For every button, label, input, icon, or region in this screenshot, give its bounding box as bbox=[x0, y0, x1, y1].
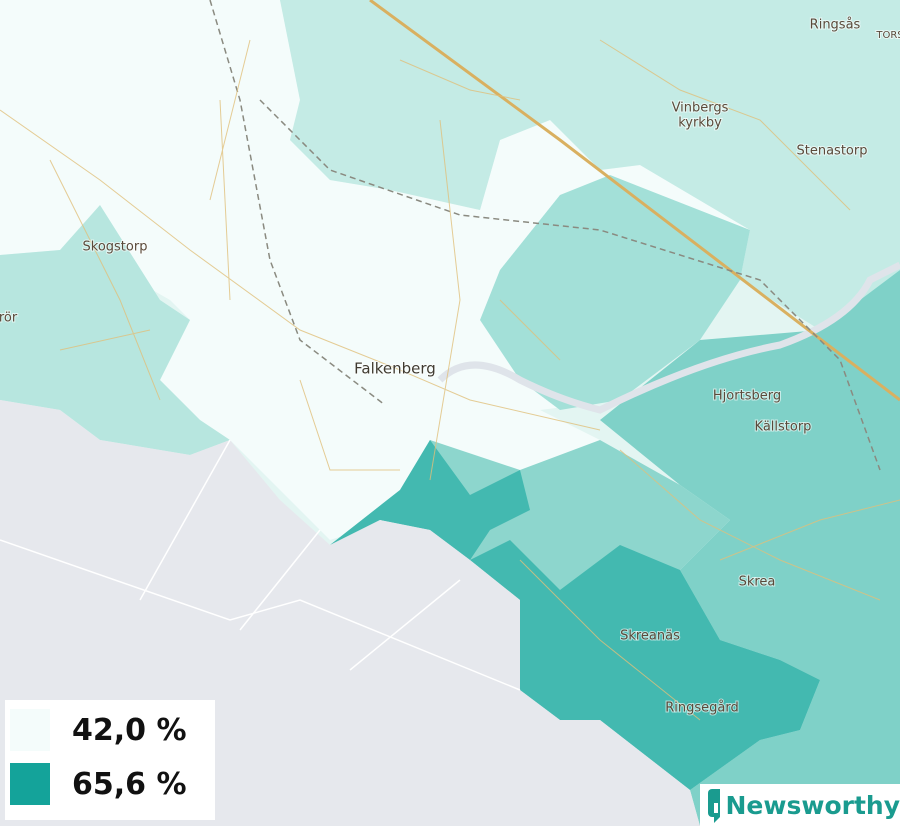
place-labels: Ringsås TORS Vinbergs kyrkby Stenastorp … bbox=[0, 17, 900, 717]
place-label: Ringsås bbox=[810, 18, 861, 33]
place-label: Hjortsberg bbox=[713, 389, 781, 404]
region-skreanas bbox=[470, 540, 820, 790]
legend-item: 65,6 % bbox=[10, 762, 187, 806]
region-west bbox=[0, 205, 230, 455]
place-label: Skogstorp bbox=[83, 240, 148, 255]
region-coast bbox=[330, 440, 530, 560]
sea-border bbox=[0, 439, 521, 691]
legend: 42,0 % 65,6 % bbox=[5, 700, 215, 820]
place-label: Skreanäs bbox=[620, 629, 680, 644]
region-north bbox=[280, 0, 900, 330]
river bbox=[437, 261, 900, 414]
brand-icon bbox=[708, 789, 720, 823]
brand-name: Newsworthy bbox=[725, 790, 900, 820]
legend-label: 42,0 % bbox=[72, 712, 187, 748]
legend-item: 42,0 % bbox=[10, 708, 187, 752]
place-label: Källstorp bbox=[755, 420, 812, 435]
place-label: Skrea bbox=[739, 575, 776, 590]
place-label: Falkenberg bbox=[354, 360, 436, 378]
legend-label: 65,6 % bbox=[72, 766, 187, 802]
legend-swatch bbox=[10, 763, 50, 805]
legend-swatch bbox=[10, 709, 50, 751]
place-label: Stenastorp bbox=[797, 144, 868, 159]
motorway bbox=[369, 0, 900, 402]
brand[interactable]: Newsworthy bbox=[700, 784, 900, 826]
place-label: kyrkby bbox=[678, 116, 722, 131]
place-label: Vinbergs bbox=[672, 101, 729, 116]
place-label: Ringsegård bbox=[665, 701, 739, 716]
roads bbox=[0, 39, 900, 721]
place-label: TORS bbox=[875, 30, 900, 41]
place-label: rör bbox=[0, 311, 18, 326]
